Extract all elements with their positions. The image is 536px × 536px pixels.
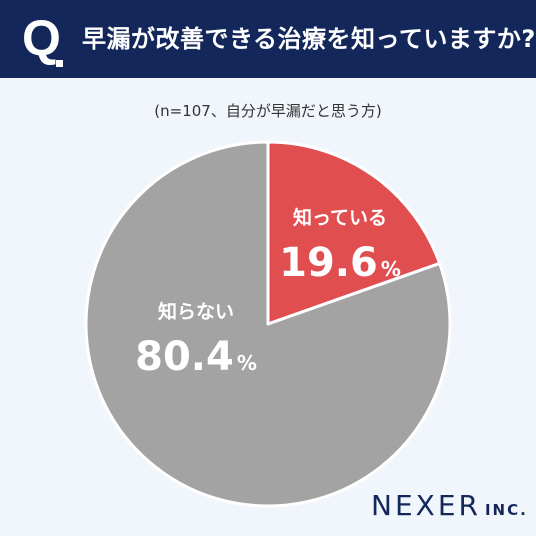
q-mark: Q (22, 10, 61, 66)
logo-sub: INC. (484, 501, 528, 519)
company-logo: NEXER INC. (371, 489, 528, 522)
q-dot (56, 60, 63, 67)
sample-note: (n=107、自分が早漏だと思う方) (154, 102, 382, 120)
slice-value: 19.6% (279, 240, 401, 286)
question-text: 早漏が改善できる治療を知っていますか? (82, 25, 536, 53)
slice-value: 80.4% (135, 334, 257, 380)
logo-main: NEXER (371, 489, 481, 522)
pie-slice-unaware (84, 140, 452, 508)
question-header: Q 早漏が改善できる治療を知っていますか? (0, 0, 536, 78)
slice-label: 知らない (158, 300, 234, 323)
slice-label: 知っている (293, 206, 387, 229)
